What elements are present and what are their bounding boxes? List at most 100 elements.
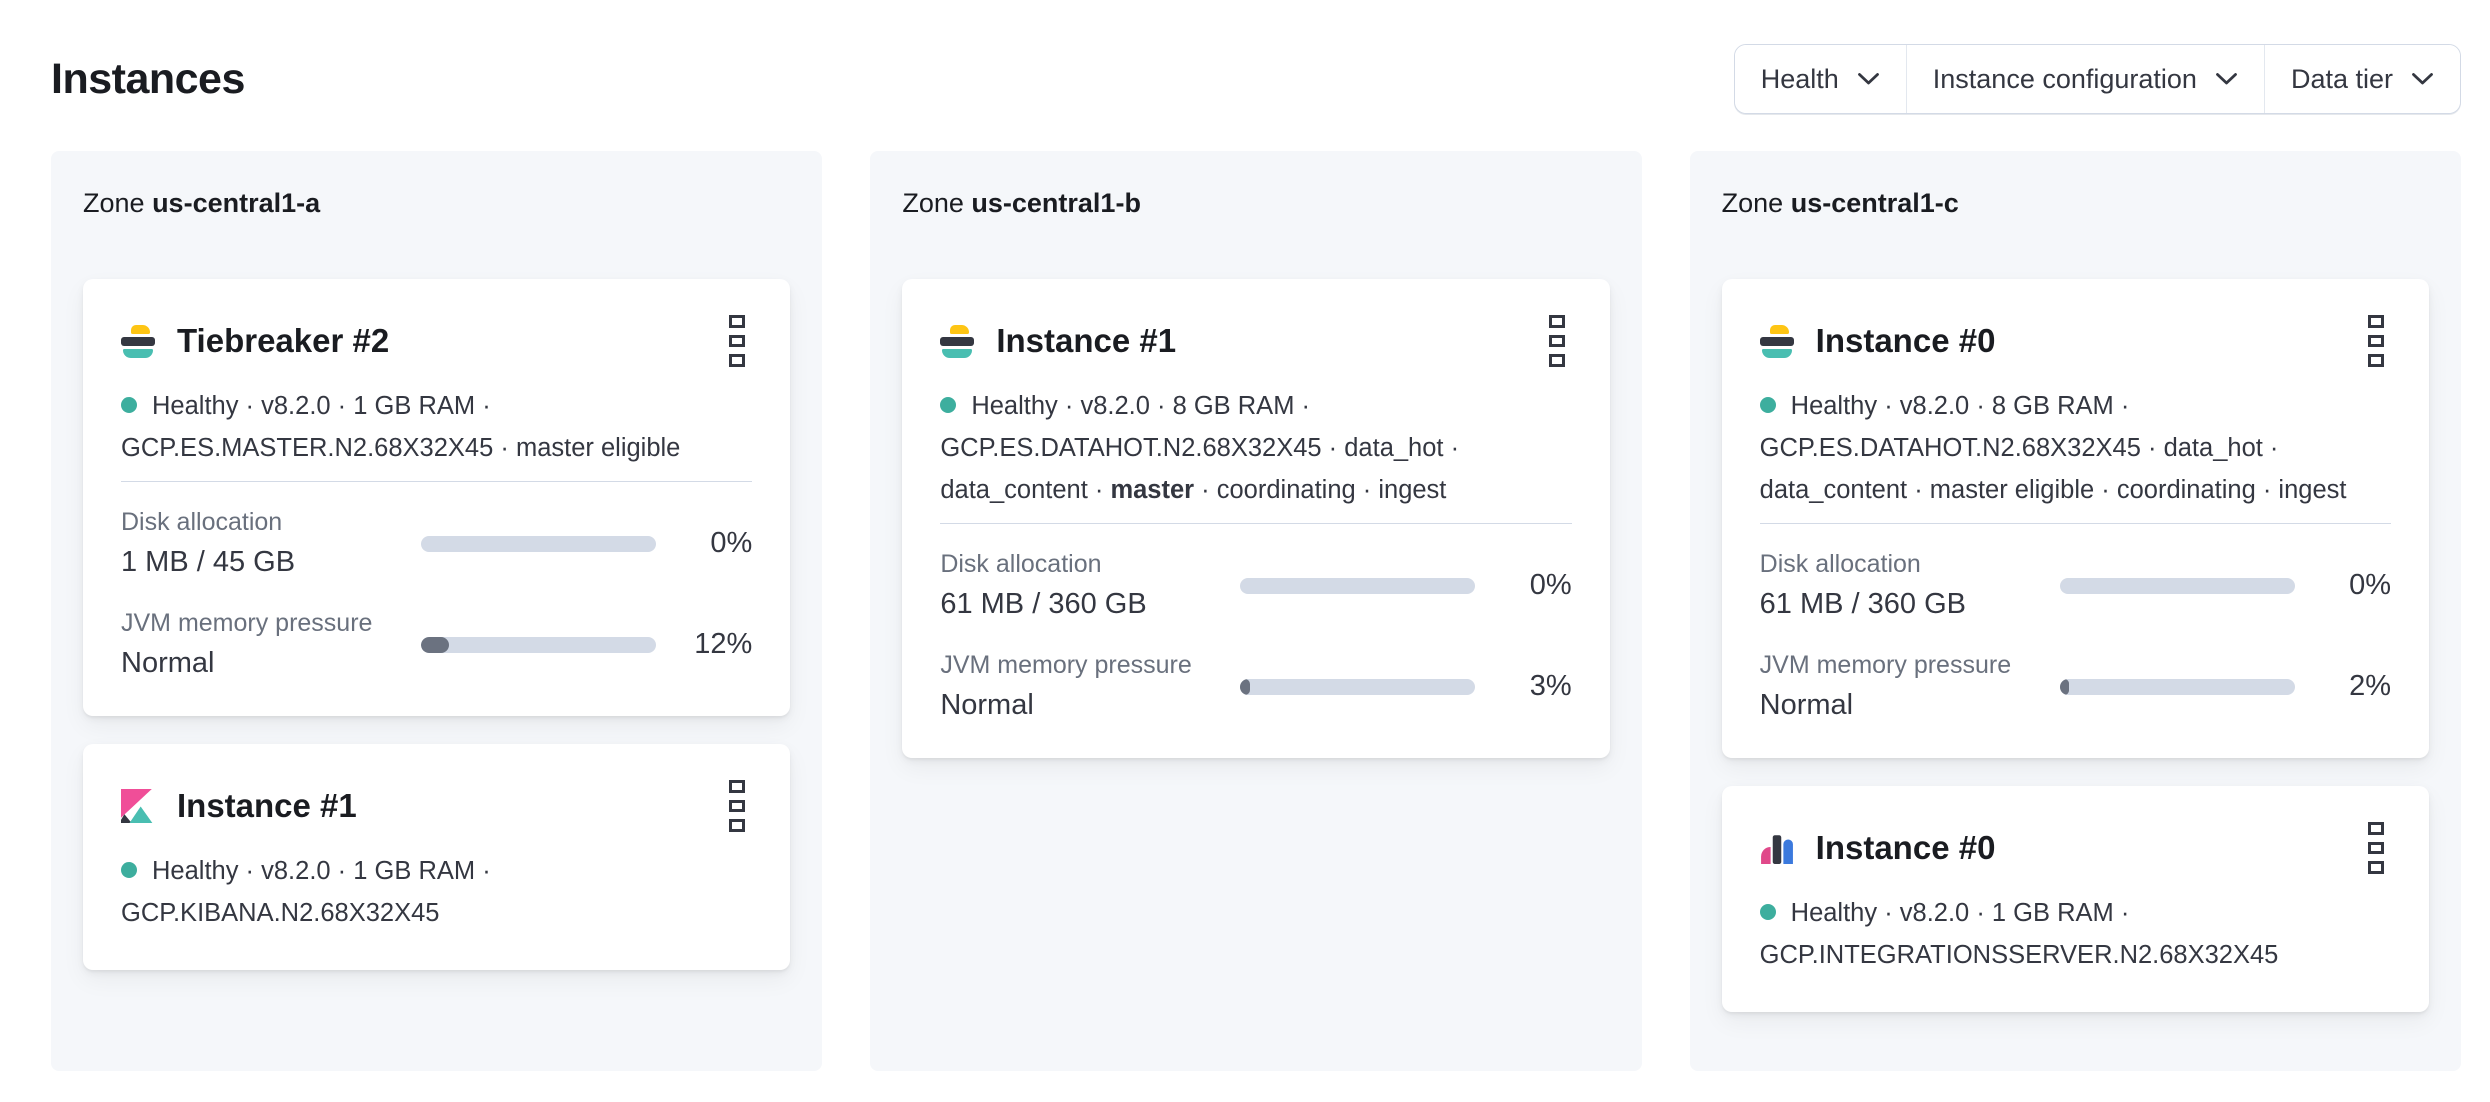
filter-group: Health Instance configuration Data tier — [1733, 44, 2461, 114]
instance-title: Tiebreaker #2 — [177, 322, 390, 359]
metric-jvm-memory-pressure: JVM memory pressure Normal 3% — [940, 651, 1571, 722]
progress-bar-fill — [421, 636, 450, 653]
filter-button-health[interactable]: Health — [1734, 45, 1906, 113]
zone-column-us-central1-b: Zone us-central1-b Instance #1 Healthy ·… — [870, 151, 1642, 1071]
instance-status: Healthy · v8.2.0 · 8 GB RAM · GCP.ES.DAT… — [1759, 385, 2391, 511]
zone-name: us-central1-b — [971, 188, 1141, 218]
zone-header: Zone us-central1-b — [902, 183, 1609, 223]
zone-label: Zone — [83, 188, 145, 218]
card-header: Instance #0 — [1760, 822, 2391, 875]
metric-value: Normal — [940, 689, 1034, 721]
boxes-vertical-icon — [729, 315, 746, 328]
zone-column-us-central1-c: Zone us-central1-c Instance #0 Healthy ·… — [1689, 151, 2461, 1071]
metric-value: Normal — [121, 647, 215, 679]
kibana-icon — [121, 789, 155, 823]
instance-menu-button[interactable] — [2353, 315, 2399, 368]
zone-column-us-central1-a: Zone us-central1-a Tiebreaker #2 Healthy… — [51, 151, 823, 1071]
zone-label: Zone — [1721, 188, 1784, 218]
metric-value: Normal — [1759, 689, 1854, 721]
filter-label: Health — [1760, 63, 1839, 94]
metric-disk-allocation: Disk allocation 61 MB / 360 GB 0% — [1760, 550, 2391, 621]
instance-menu-button[interactable] — [2353, 822, 2399, 875]
instance-card-integrations-0: Instance #0 Healthy · v8.2.0 · 1 GB RAM … — [1721, 786, 2429, 1012]
progress-bar-fill — [1240, 678, 1250, 695]
metric-jvm-memory-pressure: JVM memory pressure Normal 12% — [121, 609, 752, 680]
page-header: Instances Health Instance configuration … — [0, 0, 2490, 114]
instance-title: Instance #1 — [996, 322, 1177, 359]
instance-status: Healthy · v8.2.0 · 1 GB RAM · GCP.INTEGR… — [1759, 892, 2391, 976]
health-dot-icon — [121, 397, 137, 413]
elasticsearch-icon — [1759, 324, 1794, 358]
filter-label: Data tier — [2290, 63, 2393, 94]
zone-header: Zone us-central1-c — [1722, 183, 2429, 223]
filter-button-instance-configuration[interactable]: Instance configuration — [1906, 45, 2264, 113]
metric-percent: 3% — [1529, 670, 1572, 702]
status-text: Healthy · v8.2.0 · 1 GB RAM · GCP.KIBANA… — [121, 857, 491, 927]
card-header: Instance #1 — [121, 780, 752, 833]
progress-bar-fill — [2059, 678, 2070, 695]
instance-menu-button[interactable] — [714, 315, 760, 368]
metric-jvm-memory-pressure: JVM memory pressure Normal 2% — [1760, 651, 2391, 722]
metric-percent: 0% — [710, 527, 753, 559]
metric-disk-allocation: Disk allocation 61 MB / 360 GB 0% — [940, 550, 1571, 621]
metric-value: 61 MB / 360 GB — [1759, 588, 1966, 620]
card-header: Instance #0 — [1759, 315, 2391, 368]
filter-button-data-tier[interactable]: Data tier — [2264, 45, 2460, 113]
chevron-down-icon — [2216, 73, 2237, 85]
elasticsearch-icon — [121, 324, 155, 358]
status-text: Healthy · v8.2.0 · 8 GB RAM · GCP.ES.DAT… — [1759, 392, 2347, 504]
instance-card-es-1: Instance #1 Healthy · v8.2.0 · 8 GB RAM … — [902, 279, 1610, 758]
filter-label: Instance configuration — [1932, 63, 2197, 94]
metric-label: JVM memory pressure — [121, 609, 373, 637]
metric-label: Disk allocation — [940, 550, 1102, 578]
instance-status: Healthy · v8.2.0 · 1 GB RAM · GCP.KIBANA… — [121, 850, 752, 934]
instance-menu-button[interactable] — [714, 780, 760, 833]
metric-label: Disk allocation — [1759, 550, 1921, 578]
progress-bar — [2059, 678, 2295, 695]
instance-card-es-0: Instance #0 Healthy · v8.2.0 · 8 GB RAM … — [1721, 279, 2429, 758]
elasticsearch-icon — [940, 324, 975, 358]
metric-label: JVM memory pressure — [940, 651, 1192, 679]
filter-separator — [1905, 45, 1907, 113]
instance-title: Instance #1 — [177, 787, 357, 824]
instance-status: Healthy · v8.2.0 · 1 GB RAM · GCP.ES.MAS… — [121, 385, 752, 469]
progress-bar — [421, 636, 656, 653]
health-dot-icon — [1759, 397, 1776, 413]
divider — [1759, 523, 2391, 524]
metric-percent: 0% — [2349, 569, 2391, 601]
boxes-vertical-icon — [1548, 315, 1565, 328]
filter-separator — [2263, 45, 2265, 113]
health-dot-icon — [1759, 904, 1776, 920]
status-text: Healthy · v8.2.0 · 1 GB RAM · GCP.INTEGR… — [1759, 899, 2279, 969]
progress-bar — [1240, 678, 1476, 695]
progress-bar — [421, 535, 656, 552]
boxes-vertical-icon — [729, 780, 746, 793]
status-role-master: master — [1110, 476, 1195, 504]
chevron-down-icon — [1857, 73, 1879, 85]
health-dot-icon — [940, 397, 957, 413]
metric-label: JVM memory pressure — [1759, 651, 2012, 679]
divider — [121, 481, 753, 482]
health-dot-icon — [121, 862, 137, 878]
metric-value: 61 MB / 360 GB — [940, 588, 1147, 620]
progress-bar — [1240, 577, 1476, 594]
boxes-vertical-icon — [2367, 822, 2384, 835]
instance-status: Healthy · v8.2.0 · 8 GB RAM · GCP.ES.DAT… — [940, 385, 1571, 511]
card-header: Instance #1 — [940, 315, 1571, 368]
instance-title: Instance #0 — [1815, 829, 1996, 866]
instance-menu-button[interactable] — [1534, 315, 1580, 368]
metric-percent: 2% — [2349, 670, 2391, 702]
zone-label: Zone — [902, 188, 964, 218]
instance-card-kibana-1: Instance #1 Healthy · v8.2.0 · 1 GB RAM … — [83, 744, 791, 970]
metric-percent: 0% — [1529, 569, 1572, 601]
metric-disk-allocation: Disk allocation 1 MB / 45 GB 0% — [121, 508, 752, 579]
metric-label: Disk allocation — [121, 508, 283, 536]
zone-name: us-central1-c — [1790, 188, 1959, 218]
progress-bar — [2059, 577, 2295, 594]
zones-grid: Zone us-central1-a Tiebreaker #2 Healthy… — [51, 151, 2461, 1071]
metric-percent: 12% — [694, 628, 753, 660]
metric-value: 1 MB / 45 GB — [121, 546, 296, 578]
status-text: · coordinating · ingest — [1194, 476, 1447, 504]
page-title: Instances — [51, 54, 245, 103]
zone-name: us-central1-a — [152, 188, 321, 218]
